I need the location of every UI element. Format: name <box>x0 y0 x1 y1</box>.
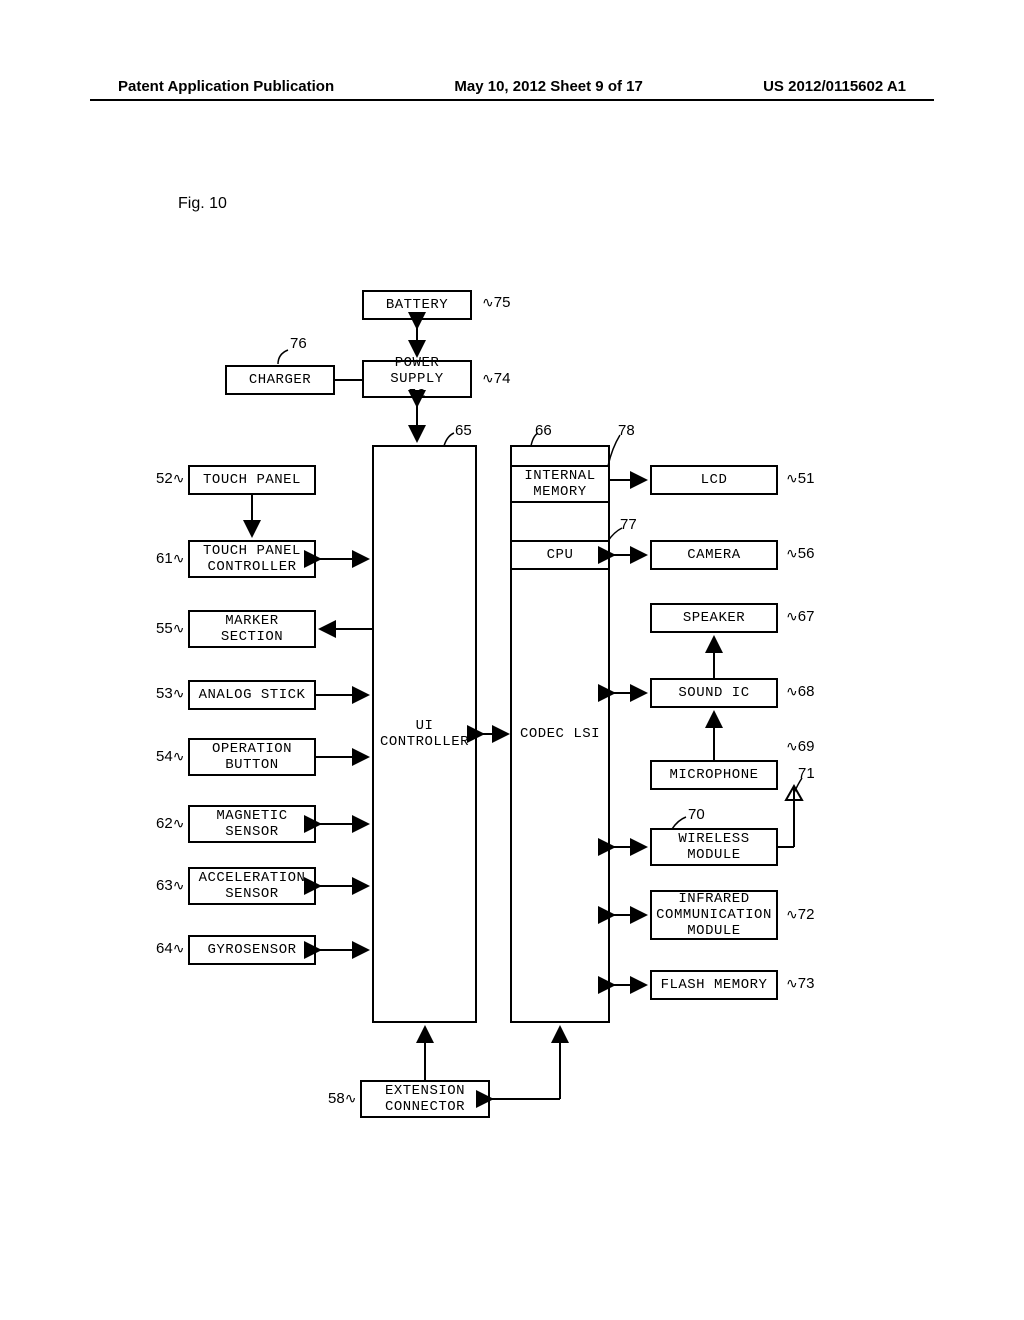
charger-ref: 76 <box>290 335 307 352</box>
cpu-ref: 77 <box>620 516 637 533</box>
infrared-box: INFRARED COMMUNICATION MODULE <box>650 890 778 940</box>
gyro-ref: 64∿ <box>156 940 184 957</box>
op-button-box: OPERATION BUTTON <box>188 738 316 776</box>
antenna-ref: 71 <box>798 765 815 782</box>
infrared-ref: ∿72 <box>786 906 814 923</box>
magnetic-ref: 62∿ <box>156 815 184 832</box>
marker-ref: 55∿ <box>156 620 184 637</box>
header-center: May 10, 2012 Sheet 9 of 17 <box>454 78 642 95</box>
marker-box: MARKER SECTION <box>188 610 316 648</box>
accel-ref: 63∿ <box>156 877 184 894</box>
power-ic-box: POWER SUPPLY IC <box>362 360 472 398</box>
analog-ref: 53∿ <box>156 685 184 702</box>
block-diagram: BATTERY ∿75 CHARGER 76 POWER SUPPLY IC ∿… <box>150 270 870 1170</box>
flash-box: FLASH MEMORY <box>650 970 778 1000</box>
wireless-box: WIRELESS MODULE <box>650 828 778 866</box>
battery-ref: ∿75 <box>482 294 510 311</box>
ui-controller-ref: 65 <box>455 422 472 439</box>
speaker-ref: ∿67 <box>786 608 814 625</box>
page-header: Patent Application Publication May 10, 2… <box>0 78 1024 95</box>
op-button-ref: 54∿ <box>156 748 184 765</box>
wireless-ref: 70 <box>688 806 705 823</box>
header-left: Patent Application Publication <box>118 78 334 95</box>
power-ic-ref: ∿74 <box>482 370 510 387</box>
internal-mem-box: INTERNAL MEMORY <box>510 465 610 503</box>
codec-box: CODEC LSI <box>510 445 610 1023</box>
extension-box: EXTENSION CONNECTOR <box>360 1080 490 1118</box>
figure-label: Fig. 10 <box>178 195 227 213</box>
cpu-box: CPU <box>510 540 610 570</box>
internal-mem-ref: 78 <box>618 422 635 439</box>
header-right: US 2012/0115602 A1 <box>763 78 906 95</box>
flash-ref: ∿73 <box>786 975 814 992</box>
sound-ic-ref: ∿68 <box>786 683 814 700</box>
magnetic-box: MAGNETIC SENSOR <box>188 805 316 843</box>
touch-ctrl-box: TOUCH PANEL CONTROLLER <box>188 540 316 578</box>
microphone-ref: ∿69 <box>786 738 814 755</box>
battery-box: BATTERY <box>362 290 472 320</box>
camera-box: CAMERA <box>650 540 778 570</box>
touch-panel-ref: 52∿ <box>156 470 184 487</box>
codec-ref: 66 <box>535 422 552 439</box>
sound-ic-box: SOUND IC <box>650 678 778 708</box>
lcd-ref: ∿51 <box>786 470 814 487</box>
extension-ref: 58∿ <box>328 1090 356 1107</box>
ui-controller-box: UI CONTROLLER <box>372 445 477 1023</box>
touch-panel-box: TOUCH PANEL <box>188 465 316 495</box>
microphone-box: MICROPHONE <box>650 760 778 790</box>
header-rule <box>90 99 934 101</box>
lcd-box: LCD <box>650 465 778 495</box>
accel-box: ACCELERATION SENSOR <box>188 867 316 905</box>
charger-box: CHARGER <box>225 365 335 395</box>
analog-box: ANALOG STICK <box>188 680 316 710</box>
touch-ctrl-ref: 61∿ <box>156 550 184 567</box>
camera-ref: ∿56 <box>786 545 814 562</box>
speaker-box: SPEAKER <box>650 603 778 633</box>
gyro-box: GYROSENSOR <box>188 935 316 965</box>
